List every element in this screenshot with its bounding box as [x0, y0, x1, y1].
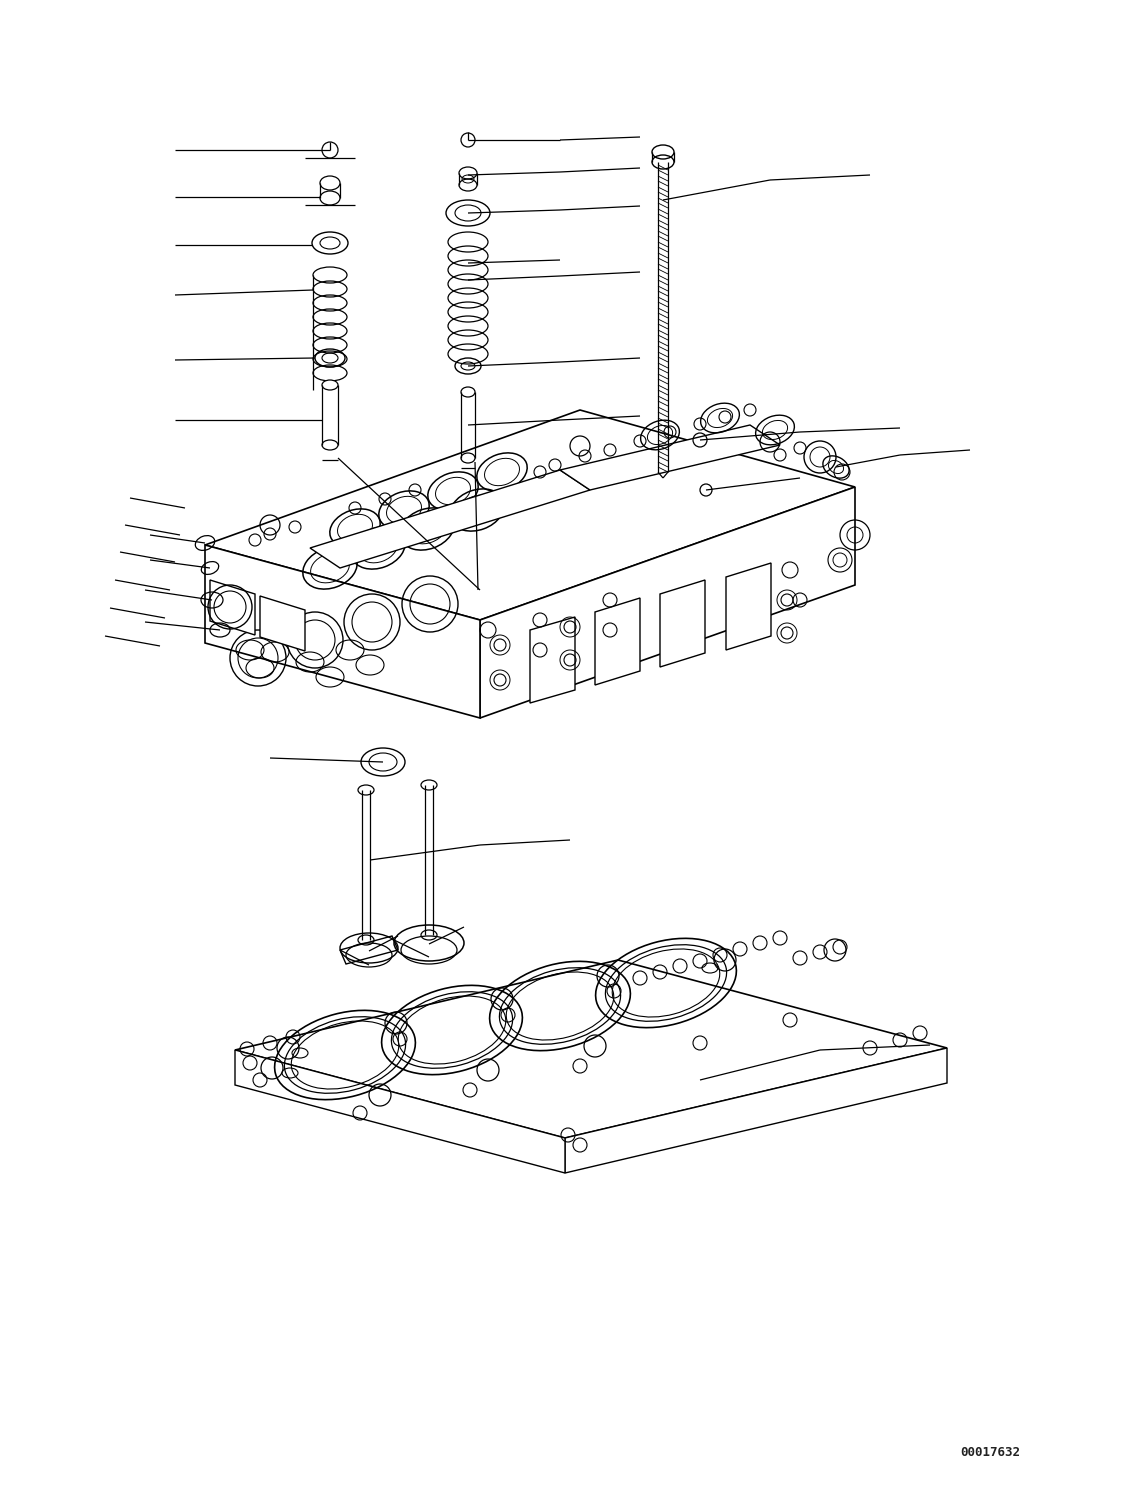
Polygon shape: [565, 1048, 947, 1172]
Polygon shape: [727, 563, 771, 649]
Polygon shape: [235, 1051, 565, 1172]
Text: 00017632: 00017632: [960, 1446, 1020, 1458]
Polygon shape: [205, 410, 855, 620]
Polygon shape: [235, 960, 947, 1138]
Polygon shape: [340, 936, 398, 964]
Circle shape: [322, 143, 338, 158]
Polygon shape: [205, 545, 480, 718]
Ellipse shape: [322, 440, 338, 450]
Polygon shape: [480, 487, 855, 718]
Polygon shape: [659, 580, 705, 667]
Ellipse shape: [460, 386, 475, 397]
Polygon shape: [210, 580, 255, 635]
Polygon shape: [310, 470, 590, 568]
Polygon shape: [260, 596, 305, 651]
Polygon shape: [595, 597, 640, 685]
Ellipse shape: [460, 453, 475, 464]
Polygon shape: [561, 425, 780, 490]
Polygon shape: [530, 617, 575, 703]
Ellipse shape: [322, 380, 338, 389]
